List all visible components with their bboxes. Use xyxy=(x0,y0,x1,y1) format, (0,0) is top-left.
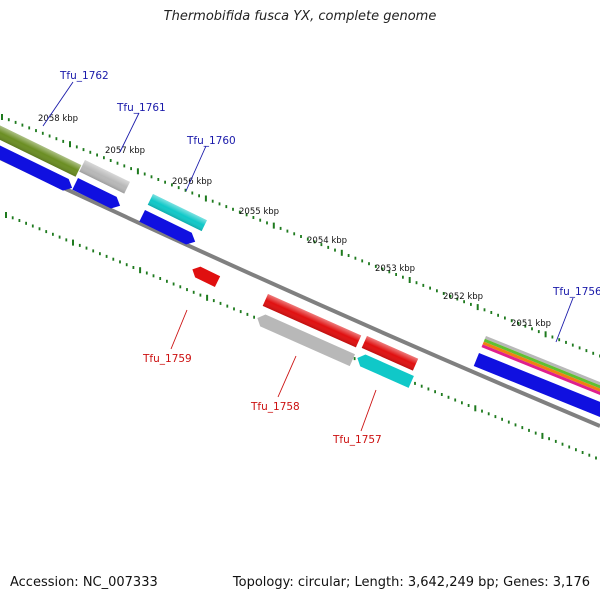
gene-label-tfu-1756[interactable]: Tfu_1756 xyxy=(552,286,600,298)
feature-red-1757[interactable] xyxy=(361,336,419,371)
feature-red-1758[interactable] xyxy=(262,294,362,348)
feature-olive[interactable] xyxy=(0,123,82,177)
gene-tfu-1758-arrow[interactable] xyxy=(255,312,356,367)
kbp-label: 2057 kbp xyxy=(105,146,145,156)
kbp-label: 2054 kbp xyxy=(307,236,347,246)
feature-gray-1761[interactable] xyxy=(79,160,130,194)
gene-label-tfu-1761[interactable]: Tfu_1761 xyxy=(116,102,166,114)
gene-label-tfu-1757[interactable]: Tfu_1757 xyxy=(332,434,382,446)
genome-backbone xyxy=(0,156,600,428)
gene-tfu-1759-arrow[interactable] xyxy=(190,264,221,288)
callout-line xyxy=(119,112,140,153)
gene-label-tfu-1759[interactable]: Tfu_1759 xyxy=(142,353,192,365)
feature-stack-1756[interactable] xyxy=(481,336,600,396)
map-title: Thermobifida fusca YX, complete genome xyxy=(163,9,437,24)
outer-tick-row xyxy=(1,114,600,358)
callout-line xyxy=(277,355,297,398)
kbp-label: 2056 kbp xyxy=(172,177,212,187)
kbp-label: 2051 kbp xyxy=(511,319,551,329)
genome-info-text: Topology: circular; Length: 3,642,249 bp… xyxy=(232,575,590,590)
callout-line xyxy=(170,309,188,350)
callout-line xyxy=(42,81,74,127)
gene-tfu-1762-arrow[interactable] xyxy=(0,143,75,194)
callout-line xyxy=(360,389,377,432)
gene-tfu-1756-arrow[interactable] xyxy=(473,353,600,419)
gene-label-tfu-1758[interactable]: Tfu_1758 xyxy=(250,401,300,413)
kbp-label: 2058 kbp xyxy=(38,114,78,124)
callout-line xyxy=(555,297,574,343)
gene-tfu-1757-arrow[interactable] xyxy=(355,352,414,388)
gene-tfu-1761-arrow[interactable] xyxy=(72,178,123,212)
gene-label-tfu-1762[interactable]: Tfu_1762 xyxy=(59,70,109,82)
gene-label-tfu-1760[interactable]: Tfu_1760 xyxy=(186,135,236,147)
feature-cyan-1760[interactable] xyxy=(147,194,207,232)
accession-text: Accession: NC_007333 xyxy=(10,575,158,590)
kbp-label: 2055 kbp xyxy=(239,207,279,217)
gene-tfu-1760-arrow[interactable] xyxy=(139,210,198,248)
kbp-label: 2053 kbp xyxy=(375,264,415,274)
callout-line xyxy=(185,145,207,192)
kbp-label: 2052 kbp xyxy=(443,292,483,302)
